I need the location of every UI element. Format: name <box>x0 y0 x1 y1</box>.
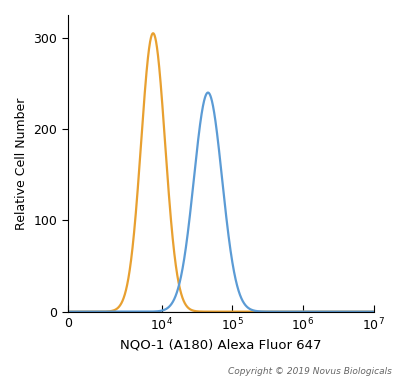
Text: Copyright © 2019 Novus Biologicals: Copyright © 2019 Novus Biologicals <box>228 367 392 376</box>
X-axis label: NQO-1 (A180) Alexa Fluor 647: NQO-1 (A180) Alexa Fluor 647 <box>120 339 322 352</box>
Y-axis label: Relative Cell Number: Relative Cell Number <box>15 97 28 229</box>
